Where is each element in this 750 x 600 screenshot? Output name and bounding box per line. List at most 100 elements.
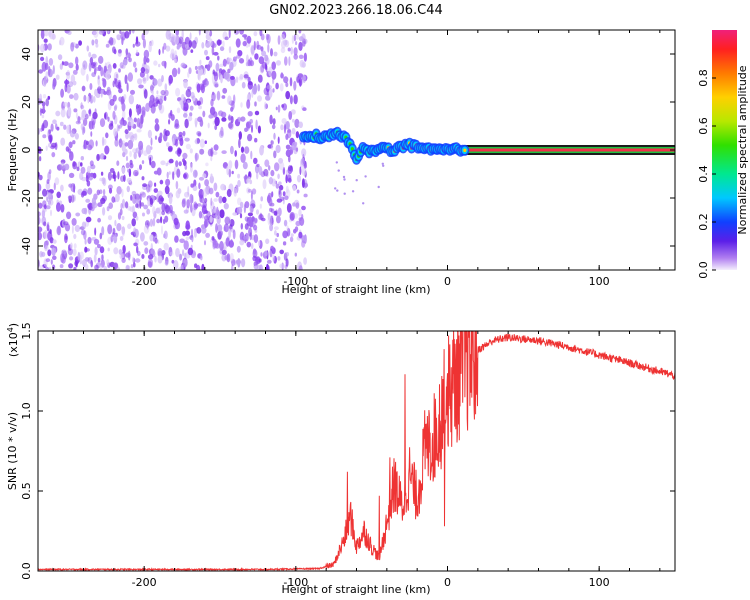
noise-speck: [66, 211, 72, 220]
noise-speck: [106, 206, 110, 212]
noise-speck: [260, 196, 264, 202]
noise-speck: [67, 30, 72, 35]
noise-speck: [183, 258, 188, 268]
noise-speck: [244, 201, 250, 209]
noise-speck: [146, 208, 151, 215]
noise-speck: [298, 265, 303, 270]
noise-speck: [187, 115, 193, 122]
noise-speck: [87, 187, 93, 195]
noise-speck: [279, 83, 284, 92]
noise-speck: [142, 183, 148, 188]
noise-speck: [246, 99, 251, 109]
noise-speck: [68, 172, 75, 178]
noise-speck: [150, 160, 156, 169]
noise-speck: [242, 161, 248, 170]
noise-speck: [154, 135, 158, 140]
noise-speck: [205, 56, 210, 61]
noise-speck: [75, 212, 81, 217]
noise-speck: [52, 119, 57, 124]
noise-speck: [56, 202, 61, 212]
noise-speck: [48, 129, 52, 135]
noise-speck: [234, 150, 237, 157]
noise-speck: [244, 223, 249, 230]
noise-speck: [119, 137, 122, 146]
noise-speck: [184, 164, 188, 170]
noise-speck: [271, 70, 277, 80]
noise-speck: [176, 107, 181, 114]
noise-speck: [99, 246, 105, 254]
noise-speck: [224, 36, 229, 41]
noise-speck: [238, 138, 241, 149]
snr-y-tick-label: 1.5: [20, 322, 33, 340]
noise-speck: [116, 34, 121, 38]
noise-speck: [222, 40, 225, 48]
noise-speck: [211, 236, 215, 241]
noise-speck: [128, 94, 134, 105]
noise-speck: [287, 165, 293, 172]
noise-speck: [205, 80, 209, 87]
noise-speck: [251, 188, 257, 195]
noise-speck: [133, 169, 139, 177]
noise-speck: [249, 232, 252, 241]
spectrogram-x-tick-label: 100: [589, 275, 610, 288]
noise-speck: [100, 259, 105, 268]
noise-speck: [282, 103, 287, 111]
noise-speck: [265, 95, 271, 101]
noise-speck: [214, 124, 218, 131]
noise-speck: [38, 211, 41, 217]
noise-speck: [63, 124, 67, 130]
noise-speck: [232, 56, 237, 62]
noise-speck: [88, 51, 92, 58]
noise-speck: [252, 248, 257, 255]
noise-speck: [86, 73, 89, 82]
noise-speck: [219, 63, 225, 68]
spectrogram-x-ticks: -200 -100 0 100: [52, 30, 661, 288]
noise-speck: [41, 251, 46, 257]
spectrogram-x-tick-label: -200: [132, 275, 157, 288]
noise-speck: [145, 102, 150, 112]
noise-speck: [183, 172, 189, 180]
noise-speck: [41, 101, 46, 107]
noise-speck: [95, 140, 98, 147]
noise-speck: [38, 226, 43, 233]
noise-speck: [234, 159, 239, 170]
signal-scatter: [342, 175, 346, 179]
noise-speck: [231, 259, 236, 266]
noise-speck: [52, 255, 57, 260]
noise-speck: [198, 188, 204, 199]
noise-speck: [175, 160, 179, 168]
noise-speck: [80, 123, 85, 131]
noise-speck: [186, 199, 190, 209]
noise-speck: [260, 252, 263, 257]
noise-speck: [249, 60, 255, 67]
noise-speck: [212, 91, 215, 96]
noise-speck: [264, 250, 268, 257]
noise-speck: [90, 131, 93, 137]
noise-speck: [89, 160, 94, 167]
noise-speck: [107, 30, 110, 34]
noise-speck: [129, 162, 134, 169]
noise-speck: [46, 205, 51, 210]
noise-speck: [289, 95, 293, 105]
noise-speck: [46, 223, 50, 232]
noise-speck: [258, 258, 262, 263]
noise-speck: [204, 140, 207, 144]
noise-speck: [153, 60, 158, 66]
noise-speck: [217, 55, 220, 61]
noise-speck: [221, 150, 227, 155]
noise-speck: [149, 234, 154, 242]
noise-speck: [47, 95, 51, 100]
noise-speck: [106, 89, 112, 96]
noise-speck: [286, 225, 289, 232]
noise-speck: [163, 242, 169, 251]
noise-speck: [158, 206, 162, 216]
noise-speck: [197, 65, 202, 70]
noise-speck: [260, 64, 265, 73]
noise-speck: [129, 30, 132, 35]
noise-speck: [161, 210, 166, 216]
noise-speck: [66, 124, 71, 135]
noise-speck: [173, 260, 179, 270]
snr-x-label: Height of straight line (km): [281, 583, 430, 596]
noise-speck: [209, 30, 213, 37]
noise-speck: [275, 106, 278, 111]
